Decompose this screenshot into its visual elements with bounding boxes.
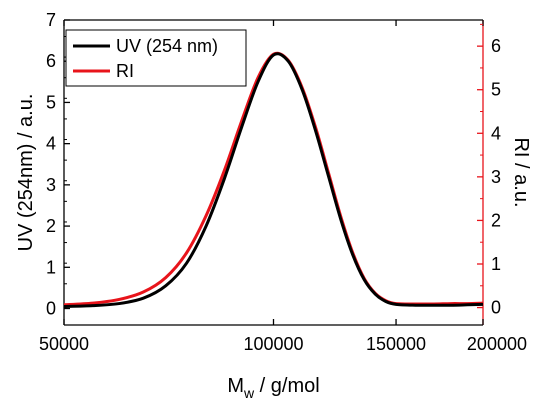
- x-axis-title-subscript: w: [243, 385, 255, 398]
- y2-tick-label: 4: [491, 123, 501, 143]
- y2-tick-label: 5: [491, 80, 501, 100]
- x-tick-label: 100000: [243, 334, 303, 354]
- x-axis-title: Mw / g/mol: [227, 375, 319, 398]
- y-tick-label: 0: [46, 299, 56, 319]
- y-tick-label: 1: [46, 257, 56, 277]
- y-tick-label: 5: [46, 92, 56, 112]
- series-line-uv: [64, 52, 483, 308]
- y2-tick-label: 2: [491, 210, 501, 230]
- x-axis-title-main: M: [227, 375, 244, 397]
- legend-label-ri: RI: [116, 61, 134, 81]
- x-tick-label: 200000: [467, 334, 527, 354]
- y-tick-label: 2: [46, 216, 56, 236]
- x-tick-label: 50000: [39, 334, 89, 354]
- y2-ticks: 0 1 2 3 4 5 6: [477, 23, 501, 318]
- y-tick-label: 7: [46, 10, 56, 30]
- y-tick-label: 6: [46, 51, 56, 71]
- x-axis-title-unit: / g/mol: [254, 375, 320, 397]
- y2-tick-label: 6: [491, 36, 501, 56]
- x-ticks: 50000 100000 150000 200000: [39, 20, 527, 354]
- y-ticks: 0 1 2 3 4 5 6 7: [46, 10, 70, 319]
- legend-label-uv: UV (254 nm): [116, 36, 218, 56]
- y-tick-label: 3: [46, 175, 56, 195]
- y2-axis-title: RI / a.u.: [510, 137, 532, 207]
- legend-box: [65, 29, 247, 87]
- x-tick-label: 150000: [366, 334, 426, 354]
- legend: UV (254 nm) RI: [65, 29, 247, 87]
- y-tick-label: 4: [46, 134, 56, 154]
- y-axis-title: UV (254nm) / a.u.: [15, 94, 37, 252]
- series-line-ri: [64, 51, 483, 307]
- series-layer: [64, 51, 483, 308]
- y2-tick-label: 1: [491, 254, 501, 274]
- y2-tick-label: 3: [491, 167, 501, 187]
- y2-tick-label: 0: [491, 298, 501, 318]
